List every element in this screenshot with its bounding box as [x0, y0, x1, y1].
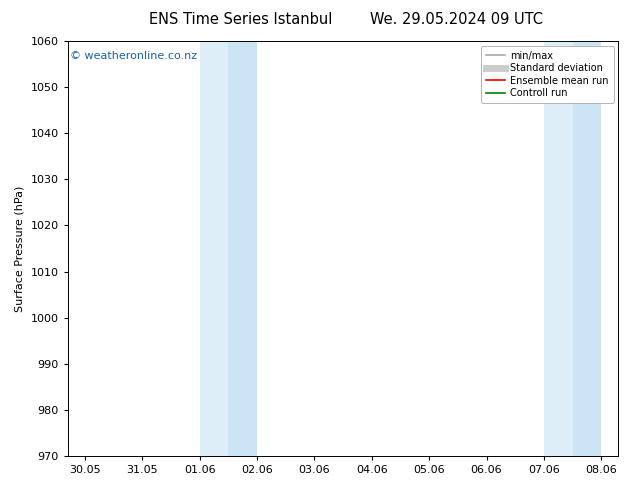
Bar	[573, 41, 601, 456]
Legend: min/max, Standard deviation, Ensemble mean run, Controll run: min/max, Standard deviation, Ensemble me…	[481, 46, 614, 103]
Text: We. 29.05.2024 09 UTC: We. 29.05.2024 09 UTC	[370, 12, 543, 27]
Bar	[228, 41, 257, 456]
Bar	[200, 41, 228, 456]
Text: © weatheronline.co.nz: © weatheronline.co.nz	[70, 51, 198, 61]
Y-axis label: Surface Pressure (hPa): Surface Pressure (hPa)	[15, 185, 25, 312]
Text: ENS Time Series Istanbul: ENS Time Series Istanbul	[149, 12, 333, 27]
Bar	[544, 41, 573, 456]
